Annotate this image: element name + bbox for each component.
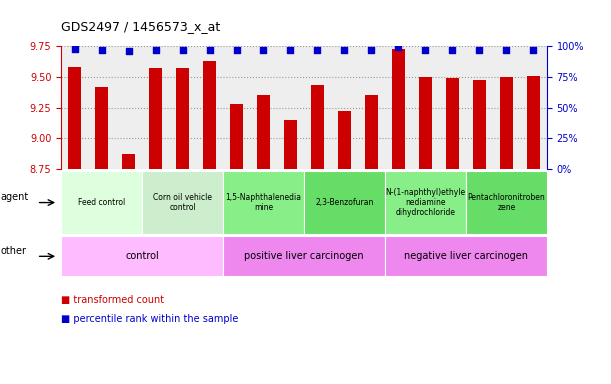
Bar [338,111,351,169]
Text: GDS2497 / 1456573_x_at: GDS2497 / 1456573_x_at [61,20,221,33]
Text: Feed control: Feed control [78,198,125,207]
Bar [284,120,297,169]
Point [178,47,188,53]
Bar [445,78,459,169]
Point [529,47,538,53]
Point [313,47,323,53]
Bar [473,81,486,169]
Text: Corn oil vehicle
control: Corn oil vehicle control [153,193,212,212]
Text: ■ percentile rank within the sample: ■ percentile rank within the sample [61,314,238,324]
Point [475,47,485,53]
Point [232,47,241,53]
Bar [95,87,108,169]
Bar [500,77,513,169]
Text: positive liver carcinogen: positive liver carcinogen [244,251,364,262]
Text: control: control [125,251,159,262]
Point [70,45,79,51]
Point [367,47,376,53]
Text: other: other [1,245,27,256]
Point [393,44,403,50]
Point [340,47,349,53]
Point [258,47,268,53]
Bar [203,61,216,169]
Bar [122,154,135,169]
Point [97,47,106,53]
Text: ■ transformed count: ■ transformed count [61,295,164,305]
Point [151,47,161,53]
Point [205,47,214,53]
Point [502,47,511,53]
Bar [176,68,189,169]
Text: 2,3-Benzofuran: 2,3-Benzofuran [315,198,374,207]
Bar [149,68,163,169]
Point [123,48,133,54]
Bar [230,104,243,169]
Point [420,47,430,53]
Bar [419,77,432,169]
Bar [257,95,270,169]
Bar [68,67,81,169]
Point [285,47,295,53]
Point [447,47,457,53]
Text: 1,5-Naphthalenedia
mine: 1,5-Naphthalenedia mine [225,193,301,212]
Text: N-(1-naphthyl)ethyle
nediamine
dihydrochloride: N-(1-naphthyl)ethyle nediamine dihydroch… [386,188,466,217]
Bar [311,85,324,169]
Text: negative liver carcinogen: negative liver carcinogen [404,251,528,262]
Bar [392,48,405,169]
Bar [365,95,378,169]
Bar [527,76,540,169]
Text: agent: agent [1,192,29,202]
Text: Pentachloronitroben
zene: Pentachloronitroben zene [467,193,545,212]
